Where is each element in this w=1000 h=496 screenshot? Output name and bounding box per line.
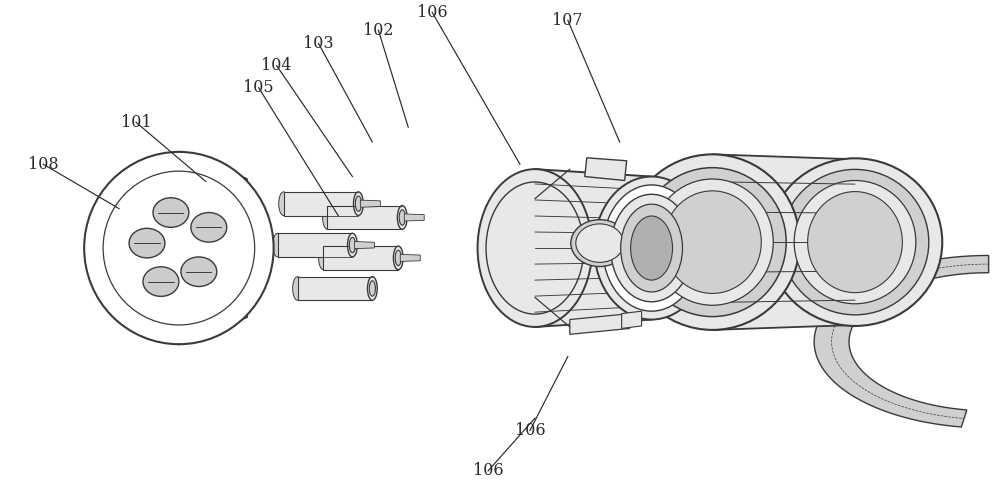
Ellipse shape [323, 206, 332, 229]
Ellipse shape [781, 170, 929, 315]
Ellipse shape [367, 277, 377, 300]
Text: 103: 103 [303, 35, 334, 52]
Polygon shape [404, 214, 424, 221]
Ellipse shape [594, 177, 709, 319]
Ellipse shape [319, 246, 328, 270]
Ellipse shape [652, 179, 773, 305]
Ellipse shape [355, 196, 361, 211]
Ellipse shape [129, 228, 165, 258]
Ellipse shape [621, 204, 682, 292]
Ellipse shape [293, 277, 302, 300]
Text: 104: 104 [261, 57, 292, 74]
Polygon shape [327, 206, 402, 229]
Text: 101: 101 [121, 114, 151, 131]
Ellipse shape [279, 192, 288, 215]
Polygon shape [360, 200, 380, 207]
Polygon shape [354, 242, 374, 248]
Ellipse shape [664, 191, 761, 294]
Ellipse shape [369, 281, 375, 296]
Ellipse shape [349, 238, 355, 253]
Text: 107: 107 [552, 12, 583, 29]
Text: 106: 106 [515, 422, 545, 439]
Text: 106: 106 [473, 462, 503, 480]
Polygon shape [814, 255, 989, 427]
Ellipse shape [571, 220, 629, 266]
Polygon shape [278, 233, 352, 257]
Polygon shape [323, 246, 398, 270]
Text: 106: 106 [417, 4, 448, 21]
Polygon shape [622, 311, 642, 328]
Ellipse shape [395, 250, 401, 265]
Ellipse shape [393, 246, 403, 270]
Ellipse shape [603, 185, 700, 311]
Ellipse shape [84, 152, 274, 344]
Polygon shape [284, 192, 358, 215]
Ellipse shape [397, 206, 407, 229]
Ellipse shape [354, 192, 363, 215]
Ellipse shape [576, 224, 624, 262]
Polygon shape [535, 169, 652, 327]
Ellipse shape [625, 154, 800, 330]
Ellipse shape [399, 210, 405, 225]
Ellipse shape [273, 233, 283, 257]
Ellipse shape [143, 267, 179, 297]
Ellipse shape [768, 158, 942, 326]
Ellipse shape [639, 168, 786, 316]
Ellipse shape [222, 213, 271, 283]
Ellipse shape [794, 181, 916, 304]
Text: 102: 102 [363, 22, 394, 39]
Ellipse shape [191, 213, 227, 242]
Text: 108: 108 [28, 156, 59, 173]
Text: 105: 105 [243, 79, 274, 96]
Polygon shape [400, 254, 420, 261]
Ellipse shape [348, 233, 357, 257]
Ellipse shape [478, 169, 592, 327]
Ellipse shape [611, 194, 692, 302]
Polygon shape [199, 301, 237, 333]
Polygon shape [179, 152, 247, 344]
Ellipse shape [631, 216, 673, 280]
Ellipse shape [808, 191, 902, 293]
Ellipse shape [153, 198, 189, 227]
Polygon shape [298, 277, 372, 300]
Polygon shape [712, 154, 855, 330]
Polygon shape [585, 158, 627, 181]
Ellipse shape [181, 257, 217, 287]
Polygon shape [570, 313, 630, 334]
